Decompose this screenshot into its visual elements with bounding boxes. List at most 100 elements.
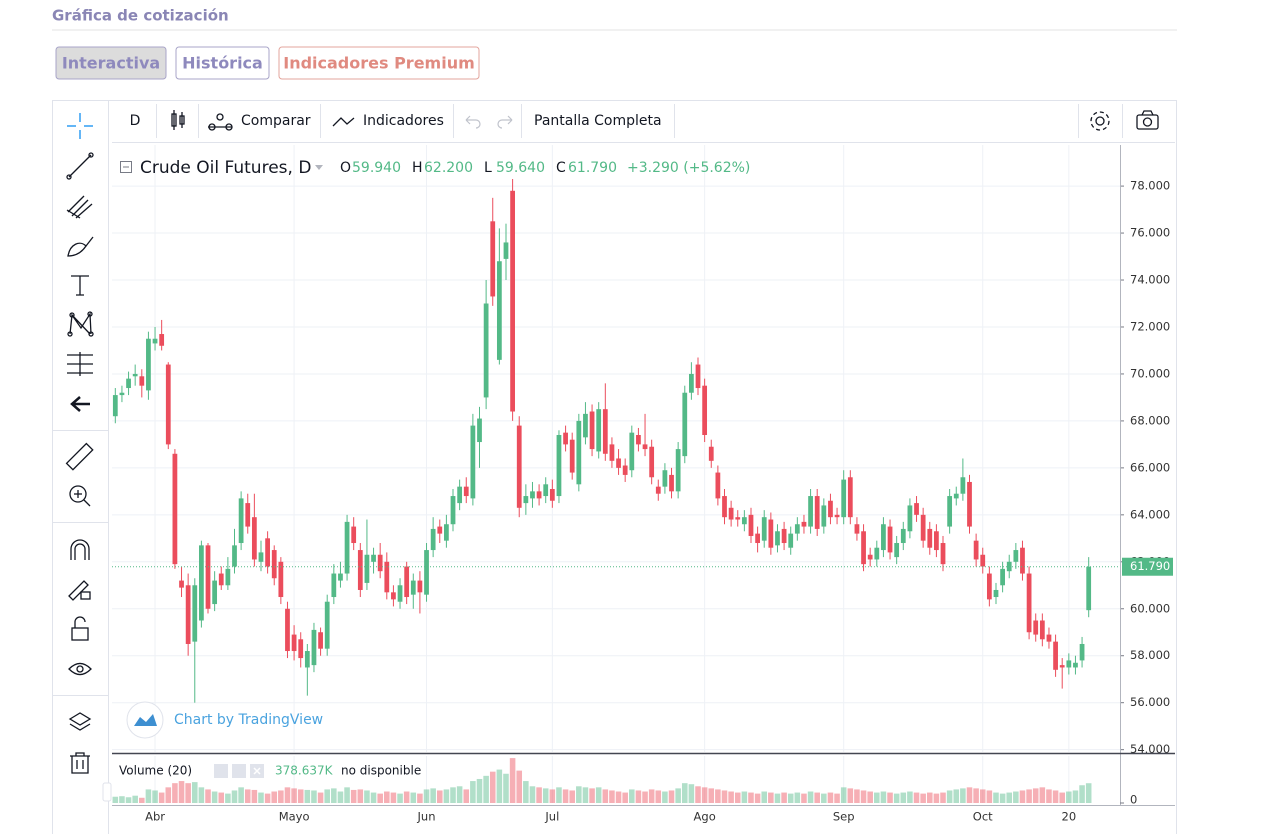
- candle-body: [132, 373, 138, 377]
- volume-bar: [218, 792, 225, 803]
- candle-body: [516, 425, 522, 508]
- layers-tool[interactable]: [68, 712, 92, 731]
- candle-body: [629, 432, 635, 471]
- tab-label[interactable]: Indicadores Premium: [283, 54, 475, 73]
- compare-button[interactable]: Comparar: [241, 113, 311, 129]
- volume-bar: [403, 791, 410, 803]
- volume-bar: [1032, 788, 1039, 803]
- volume-bar: [264, 793, 271, 803]
- tab-bg[interactable]: [55, 46, 167, 80]
- indicators-icon[interactable]: [332, 117, 355, 127]
- volume-bar: [152, 790, 158, 803]
- back-tool[interactable]: [70, 396, 90, 412]
- symbol-menu[interactable]: [315, 165, 323, 170]
- volume-bar: [483, 775, 489, 803]
- logo[interactable]: [126, 701, 164, 739]
- pattern-tool[interactable]: [67, 311, 94, 337]
- candle-body: [655, 486, 661, 494]
- settings-button[interactable]: [1090, 111, 1110, 131]
- x-tick-label: Oct: [973, 810, 993, 824]
- candle-body: [185, 585, 191, 644]
- volume-bar: [430, 788, 436, 803]
- volume-visibility[interactable]: [214, 764, 228, 778]
- candle-body: [1086, 566, 1092, 611]
- compare-icon[interactable]: [208, 113, 233, 131]
- interval-button[interactable]: D: [130, 113, 141, 129]
- lock-tool[interactable]: [71, 616, 89, 641]
- candle-body: [569, 439, 575, 473]
- tab[interactable]: Indicadores Premium: [278, 46, 480, 80]
- text-tool[interactable]: [71, 275, 89, 296]
- tab[interactable]: Interactiva: [55, 46, 167, 80]
- trend-line-tool[interactable]: [66, 152, 94, 180]
- watermark[interactable]: Chart by TradingView: [174, 712, 323, 728]
- candle-body: [457, 486, 463, 504]
- ruler-tool[interactable]: [65, 442, 94, 471]
- candle-body: [735, 517, 741, 520]
- candle-body: [602, 409, 608, 454]
- logo-mark: [134, 714, 157, 726]
- volume-bar: [1019, 790, 1026, 803]
- candle-body: [344, 521, 350, 574]
- candle-body: [179, 580, 184, 588]
- candle-body: [960, 477, 966, 494]
- chart-frame: [52, 100, 1177, 838]
- fullscreen-button[interactable]: Pantalla Completa: [534, 113, 662, 129]
- candle-body: [993, 589, 999, 598]
- candle-body: [596, 409, 602, 452]
- tab-bg[interactable]: [278, 46, 480, 80]
- undo-button[interactable]: [465, 115, 481, 129]
- volume-bar: [470, 781, 476, 803]
- volume-bar: [1052, 790, 1059, 803]
- candle-body: [225, 568, 231, 586]
- magnet-tool[interactable]: [70, 539, 90, 560]
- volume-bar: [145, 789, 152, 803]
- redo-button[interactable]: [497, 115, 513, 129]
- snapshot-button[interactable]: [1136, 110, 1159, 130]
- fib-tool[interactable]: [66, 195, 93, 219]
- chart-style-button[interactable]: [171, 110, 185, 130]
- volume-bar: [615, 791, 622, 803]
- candle-body: [867, 554, 873, 560]
- brush-tool[interactable]: [67, 236, 94, 257]
- candle-body: [702, 385, 708, 435]
- indicators-button[interactable]: Indicadores: [363, 113, 444, 129]
- candle-body: [748, 514, 754, 536]
- candle-body: [510, 190, 515, 412]
- volume-bar: [489, 771, 496, 803]
- tab-label[interactable]: Histórica: [182, 54, 263, 73]
- candle-body: [1046, 634, 1052, 642]
- volume-bar: [847, 788, 854, 803]
- candle-body: [218, 573, 224, 586]
- volume-bar: [609, 790, 615, 803]
- visibility-tool[interactable]: [68, 662, 92, 676]
- tab[interactable]: Histórica: [175, 46, 270, 80]
- lock-draw-tool[interactable]: [68, 580, 91, 601]
- volume-bar: [602, 789, 609, 803]
- volume-bar: [668, 790, 675, 803]
- candle-body: [285, 608, 290, 652]
- volume-bar: [913, 792, 920, 803]
- last-price-label: 61.790: [1130, 559, 1170, 573]
- remove-icon: [253, 767, 261, 775]
- candle-body: [536, 491, 542, 499]
- tab-label[interactable]: Interactiva: [62, 54, 160, 73]
- volume-bar: [463, 789, 470, 803]
- volume-bar: [1066, 791, 1072, 803]
- volume-settings[interactable]: [232, 764, 246, 778]
- scroll-handle[interactable]: [102, 782, 112, 802]
- candle-body: [953, 493, 959, 499]
- volume-bar: [854, 789, 860, 803]
- volume-bar: [887, 792, 893, 803]
- prediction-tool[interactable]: [67, 352, 93, 376]
- volume-bar: [536, 787, 542, 803]
- trash-tool[interactable]: [70, 752, 90, 774]
- candle-body: [291, 634, 297, 652]
- volume-bar: [238, 787, 244, 803]
- y-tick-label: 68.000: [1130, 413, 1170, 427]
- candle-body: [920, 514, 926, 541]
- tab-bg[interactable]: [175, 46, 270, 80]
- crosshair-tool[interactable]: [67, 113, 93, 139]
- zoom-tool[interactable]: [69, 485, 91, 507]
- candle-body: [814, 496, 820, 529]
